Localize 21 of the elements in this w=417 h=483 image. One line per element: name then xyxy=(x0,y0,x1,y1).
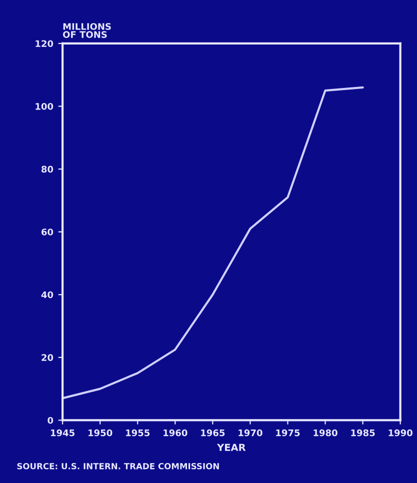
y-axis-title: MILLIONS OF TONS xyxy=(63,23,111,38)
y-tick-label: 60 xyxy=(42,228,54,236)
y-tick-label: 80 xyxy=(42,166,54,173)
y-tick-label: 0 xyxy=(48,416,54,424)
x-tick-label: 1990 xyxy=(388,429,412,436)
x-tick-label: 1970 xyxy=(238,429,262,436)
y-tick-label: 100 xyxy=(36,102,54,110)
source-note: SOURCE: U.S. INTERN. TRADE COMMISSION xyxy=(17,463,219,470)
x-tick-label: 1950 xyxy=(88,429,112,436)
x-tick-label: 1975 xyxy=(276,429,300,436)
x-tick-label: 1945 xyxy=(51,429,74,436)
x-axis-title: YEAR xyxy=(216,444,246,451)
x-tick-label: 1960 xyxy=(164,429,188,436)
line-series xyxy=(62,86,364,400)
y-tick-label: 120 xyxy=(36,40,54,48)
x-tick-label: 1955 xyxy=(126,429,150,436)
x-tick-label: 1965 xyxy=(201,429,225,436)
x-tick-label: 1985 xyxy=(351,429,375,436)
x-tick-label: 1980 xyxy=(314,429,338,436)
y-tick-label: 20 xyxy=(42,354,54,361)
y-tick-label: 40 xyxy=(41,291,54,298)
